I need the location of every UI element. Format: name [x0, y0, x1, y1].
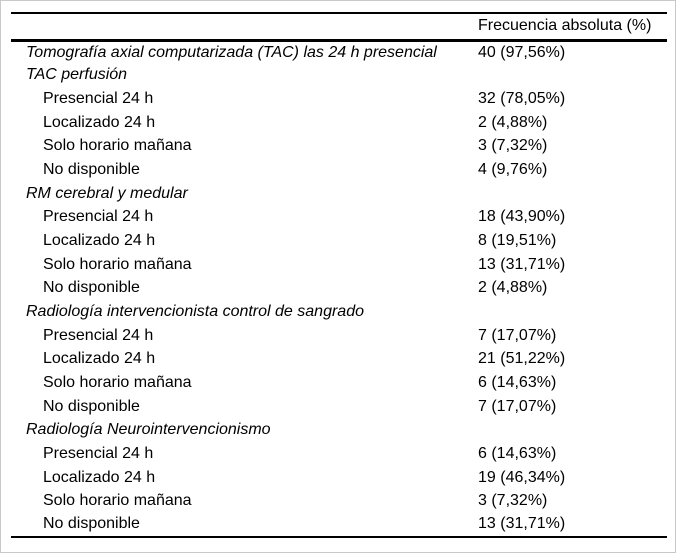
table-row-sub: No disponible 7 (17,07%): [11, 395, 667, 419]
row-label: Solo horario mañana: [43, 137, 192, 155]
row-value: 7 (17,07%): [478, 326, 557, 344]
table-row-sub: No disponible 13 (31,71%): [11, 513, 667, 537]
row-value: 19 (46,34%): [478, 468, 566, 486]
row-value: 2 (4,88%): [478, 279, 548, 297]
table-header-row: Frecuencia absoluta (%): [11, 13, 667, 40]
table-row-category: Radiología intervencionista control de s…: [11, 300, 667, 324]
row-label: Solo horario mañana: [43, 374, 192, 392]
row-value: 2 (4,88%): [478, 113, 548, 131]
row-value: 21 (51,22%): [478, 350, 566, 368]
row-value: 18 (43,90%): [478, 208, 566, 226]
row-value: 3 (7,32%): [478, 492, 548, 510]
table-row-sub: Presencial 24 h 6 (14,63%): [11, 442, 667, 466]
row-value: 4 (9,76%): [478, 161, 548, 179]
row-value: 13 (31,71%): [478, 255, 566, 273]
row-label: No disponible: [43, 515, 140, 533]
table-row-sub: Solo horario mañana 3 (7,32%): [11, 489, 667, 513]
table-row-sub: Solo horario mañana 13 (31,71%): [11, 253, 667, 277]
row-label: Localizado 24 h: [43, 350, 156, 368]
row-value: 6 (14,63%): [478, 374, 557, 392]
row-label: Presencial 24 h: [43, 444, 154, 462]
table-row-sub: Localizado 24 h 19 (46,34%): [11, 466, 667, 490]
row-value: 32 (78,05%): [478, 90, 566, 108]
row-label: No disponible: [43, 279, 140, 297]
table-row-sub: No disponible 4 (9,76%): [11, 158, 667, 182]
row-label: Solo horario mañana: [43, 492, 192, 510]
row-value: 3 (7,32%): [478, 137, 548, 155]
row-value: [478, 300, 667, 324]
frequency-table: Frecuencia absoluta (%) Tomografía axial…: [11, 12, 667, 538]
header-empty-cell: [11, 13, 478, 40]
row-label: Presencial 24 h: [43, 208, 154, 226]
table-row-sub: Presencial 24 h 7 (17,07%): [11, 324, 667, 348]
table-row-sub: Localizado 24 h 2 (4,88%): [11, 111, 667, 135]
row-value: 6 (14,63%): [478, 444, 557, 462]
row-value: 7 (17,07%): [478, 397, 557, 415]
row-label: Presencial 24 h: [43, 326, 154, 344]
row-label: Tomografía axial computarizada (TAC) las…: [26, 43, 437, 61]
row-label: Localizado 24 h: [43, 468, 156, 486]
table-row-sub: Presencial 24 h 32 (78,05%): [11, 87, 667, 111]
table-row-sub: Localizado 24 h 8 (19,51%): [11, 229, 667, 253]
table-row-sub: Localizado 24 h 21 (51,22%): [11, 348, 667, 372]
row-value: 8 (19,51%): [478, 232, 557, 250]
table-row-sub: Solo horario mañana 3 (7,32%): [11, 135, 667, 159]
table-row-category: RM cerebral y medular: [11, 182, 667, 206]
row-value: 40 (97,56%): [478, 43, 566, 61]
table-row-category: Tomografía axial computarizada (TAC) las…: [11, 40, 667, 64]
row-label: Radiología intervencionista control de s…: [26, 303, 364, 321]
table-row-category: Radiología Neurointervencionismo: [11, 419, 667, 443]
table-row-sub: No disponible 2 (4,88%): [11, 277, 667, 301]
row-label: Localizado 24 h: [43, 232, 156, 250]
row-label: Solo horario mañana: [43, 255, 192, 273]
row-value: [478, 64, 667, 88]
row-label: Localizado 24 h: [43, 113, 156, 131]
table-row-sub: Presencial 24 h 18 (43,90%): [11, 206, 667, 230]
row-label: No disponible: [43, 161, 140, 179]
row-label: Radiología Neurointervencionismo: [26, 421, 271, 439]
header-frequency-label: Frecuencia absoluta (%): [478, 17, 652, 35]
row-value: 13 (31,71%): [478, 515, 566, 533]
row-label: TAC perfusión: [26, 66, 128, 84]
row-label: Presencial 24 h: [43, 90, 154, 108]
row-label: RM cerebral y medular: [26, 184, 188, 202]
table-row-sub: Solo horario mañana 6 (14,63%): [11, 371, 667, 395]
row-value: [478, 182, 667, 206]
table-row-category: TAC perfusión: [11, 64, 667, 88]
row-label: No disponible: [43, 397, 140, 415]
row-value: [478, 419, 667, 443]
